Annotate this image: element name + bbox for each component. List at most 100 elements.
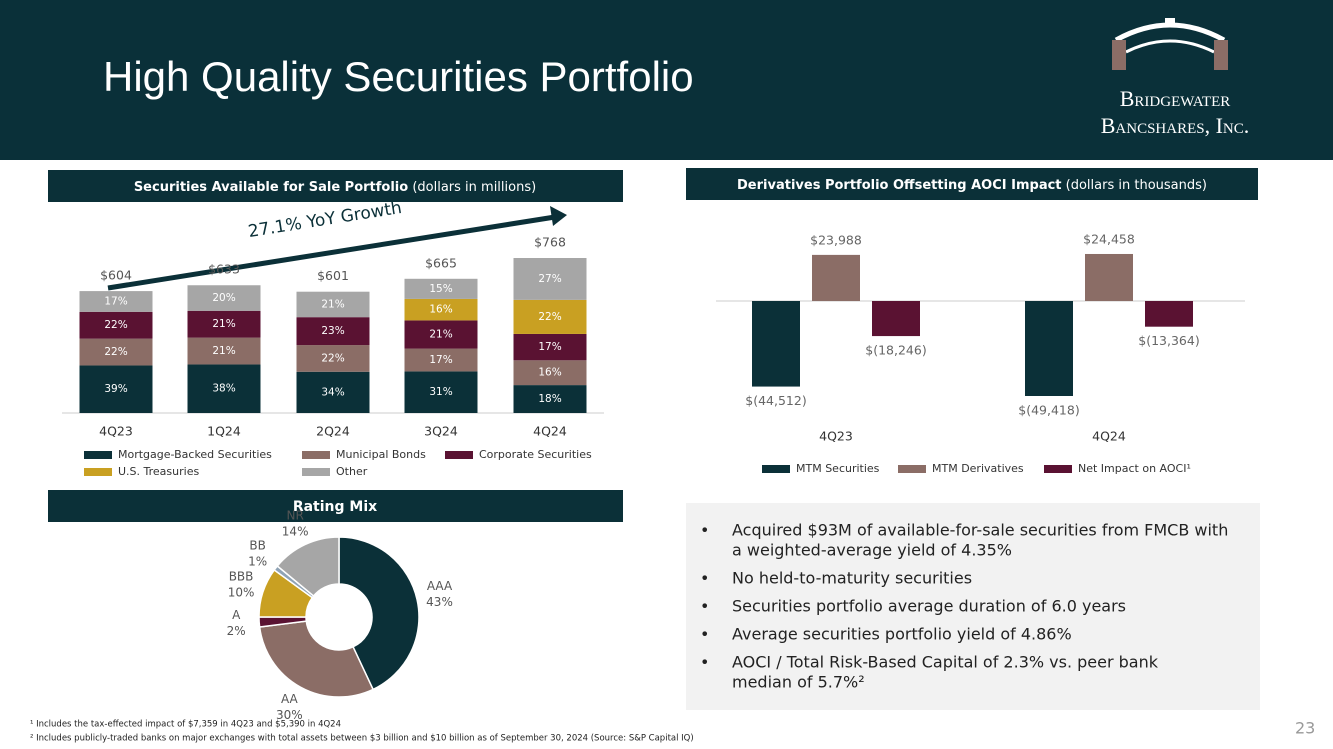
total-label: $768	[534, 235, 566, 250]
bullet-text: Securities portfolio average duration of…	[732, 597, 1126, 616]
donut-slice	[338, 536, 420, 691]
slice-name: AA	[281, 692, 299, 706]
legend-swatch	[84, 468, 112, 476]
total-label: $604	[100, 268, 132, 283]
bar	[872, 301, 920, 337]
legend-swatch	[1044, 465, 1072, 473]
slice-label: 14%	[282, 524, 309, 538]
total-label: $601	[317, 268, 349, 283]
segment-label: 27%	[538, 273, 561, 285]
growth-arrow	[107, 214, 556, 291]
bar-segment	[404, 348, 478, 372]
bar-segment	[296, 345, 370, 372]
legend-swatch	[302, 451, 330, 459]
legend-label: MTM Securities	[796, 462, 880, 475]
legend-label: Corporate Securities	[479, 448, 592, 461]
section-header	[48, 170, 623, 202]
bullet-dot: •	[700, 569, 709, 588]
bar-segment	[513, 258, 587, 300]
bullet-text: Average securities portfolio yield of 4.…	[732, 625, 1072, 644]
subtitle: (dollars in millions)	[412, 180, 536, 195]
bar-segment	[404, 278, 478, 299]
bullet-text: Acquired $93M of available-for-sale secu…	[732, 521, 1228, 540]
x-tick-label: 4Q23	[819, 429, 853, 444]
bar-segment	[79, 338, 153, 366]
slice-label: 30%	[276, 708, 303, 722]
segment-label: 23%	[321, 325, 344, 337]
value-label: $23,988	[810, 232, 862, 247]
total-label: $665	[425, 255, 457, 270]
bullet-text: AOCI / Total Risk-Based Capital of 2.3% …	[732, 653, 1159, 672]
segment-label: 20%	[212, 292, 235, 304]
bar-segment	[513, 299, 587, 334]
bullet-text: median of 5.7%²	[732, 673, 865, 692]
bar-segment	[296, 371, 370, 413]
slice-name: BB	[249, 538, 265, 552]
segment-label: 17%	[538, 341, 561, 353]
bar	[1085, 253, 1133, 301]
value-label: $(18,246)	[865, 343, 926, 358]
bar-segment	[79, 291, 153, 312]
bar-segment	[79, 365, 153, 413]
slice-label: 1%	[248, 554, 267, 568]
segment-label: 22%	[104, 319, 127, 331]
slice-label: 10%	[228, 586, 255, 600]
bar-segment	[187, 310, 261, 338]
bar	[1025, 301, 1073, 396]
bar	[752, 301, 800, 387]
footnote: ² Includes publicly-traded banks on majo…	[30, 734, 694, 744]
bar-segment	[404, 371, 478, 413]
legend-swatch	[84, 451, 112, 459]
bar-segment	[404, 320, 478, 349]
segment-label: 39%	[104, 383, 127, 395]
legend-swatch	[898, 465, 926, 473]
segment-label: 17%	[104, 295, 127, 307]
bar-segment	[187, 337, 261, 365]
bar-segment	[187, 285, 261, 311]
x-tick-label: 2Q24	[316, 424, 350, 439]
slice-label: 2%	[227, 624, 246, 638]
slice-name: A	[232, 608, 241, 622]
legend-label: Mortgage-Backed Securities	[118, 448, 272, 461]
donut-slice	[276, 536, 340, 598]
section-header	[686, 168, 1258, 200]
segment-label: 21%	[321, 298, 344, 310]
slice-label: 43%	[426, 595, 453, 609]
bar-segment	[296, 291, 370, 318]
bar-segment	[187, 364, 261, 413]
segment-label: 21%	[212, 345, 235, 357]
x-tick-label: 1Q24	[207, 424, 241, 439]
slice-name: NR	[286, 508, 303, 522]
value-label: $(44,512)	[745, 393, 806, 408]
segment-label: 16%	[429, 304, 452, 316]
bullet-dot: •	[700, 521, 709, 540]
segment-label: 21%	[212, 318, 235, 330]
donut-slice	[258, 620, 375, 698]
section-header	[48, 490, 623, 522]
x-tick-label: 4Q24	[1092, 429, 1126, 444]
logo-line: Bridgewater	[1120, 86, 1231, 111]
bullet-dot: •	[700, 597, 709, 616]
segment-label: 31%	[429, 386, 452, 398]
header-band	[0, 0, 1333, 160]
logo-mark	[1112, 18, 1228, 70]
x-tick-label: 3Q24	[424, 424, 458, 439]
legend-label: MTM Derivatives	[932, 462, 1024, 475]
section-title: Derivatives Portfolio Offsetting AOCI Im…	[737, 178, 1207, 193]
subtitle: (dollars in thousands)	[1066, 178, 1207, 193]
segment-label: 34%	[321, 386, 344, 398]
bullet-box	[686, 503, 1260, 710]
segment-label: 22%	[104, 346, 127, 358]
bullet-dot: •	[700, 653, 709, 672]
bullet-text: a weighted-average yield of 4.35%	[732, 541, 1012, 560]
title: Securities Available for Sale Portfolio	[134, 180, 408, 195]
legend-label: U.S. Treasuries	[118, 465, 199, 478]
segment-label: 18%	[538, 393, 561, 405]
bar-segment	[513, 385, 587, 413]
legend-swatch	[302, 468, 330, 476]
footnote: ¹ Includes the tax-effected impact of $7…	[30, 720, 341, 730]
slice-name: BBB	[229, 570, 254, 584]
x-tick-label: 4Q23	[99, 424, 133, 439]
bar-segment	[513, 333, 587, 361]
